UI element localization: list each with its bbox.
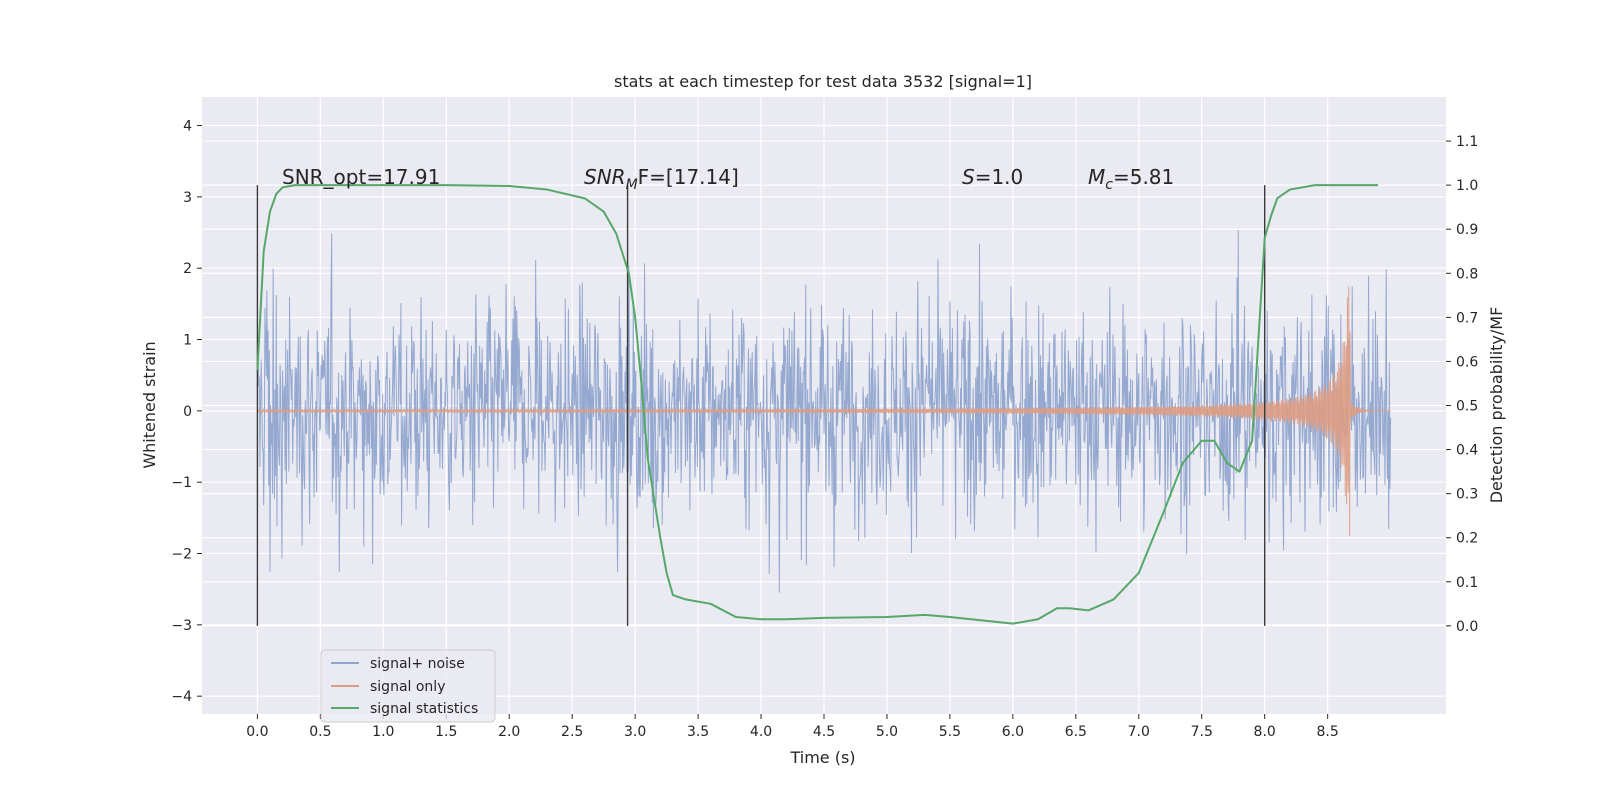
- annotation-snr-mf-subscript: M: [626, 177, 638, 193]
- y-left-tick-label-1: 3: [183, 190, 192, 206]
- annotation-s-symbol: S: [962, 165, 975, 189]
- x-tick-label-12: 6.0: [1002, 724, 1024, 740]
- y-left-tick-label-3: 1: [183, 333, 192, 349]
- series-signal-noise: [256, 230, 1392, 593]
- y-left-tick-label-0: 4: [183, 119, 192, 135]
- y-left-tick-label-2: 2: [183, 261, 192, 277]
- x-tick-label-11: 5.5: [939, 724, 961, 740]
- series-signal-only: [256, 286, 1391, 537]
- x-axis-ticks: 0.0 0.5 1.0 1.5 2.0 2.5 3.0 3.5 4.0 4.5 5.0 5.5 6.0 6…: [246, 714, 1339, 740]
- annotation-snr-mf: SNRMF=[17.14]: [584, 165, 739, 193]
- legend-label-signal-only: signal only: [370, 679, 445, 695]
- legend-label-signal-noise: signal+ noise: [370, 656, 465, 672]
- y-right-tick-label-6: 0.5: [1456, 399, 1478, 415]
- legend-label-signal-statistics: signal statistics: [370, 701, 478, 717]
- y-right-tick-label-0: 1.1: [1456, 134, 1478, 150]
- y-right-axis-ticks: 1.1 1.0 0.9 0.8 0.7 0.6 0.5 0.4 0.3 0.2 0.1 0.0: [1446, 134, 1478, 635]
- y-left-axis-ticks: 4 3 2 1 0 −1 −2 −3 −4: [171, 119, 202, 705]
- y-right-tick-label-9: 0.2: [1456, 531, 1478, 547]
- x-tick-label-9: 4.5: [813, 724, 835, 740]
- x-tick-label-2: 1.0: [372, 724, 394, 740]
- annotation-snr-opt: SNR_opt=17.91: [282, 165, 440, 189]
- annotation-mc: Mc=5.81: [1088, 165, 1174, 193]
- y-left-tick-label-4: 0: [183, 404, 192, 420]
- x-tick-label-3: 1.5: [435, 724, 457, 740]
- annotation-mc-symbol: M: [1088, 165, 1105, 189]
- x-tick-label-17: 8.5: [1317, 724, 1339, 740]
- vertical-markers: [256, 185, 1266, 626]
- x-tick-label-16: 8.0: [1254, 724, 1276, 740]
- series-signal-statistics: [256, 184, 1379, 625]
- y-right-axis-label: Detection probability/MF: [1487, 307, 1506, 504]
- legend-frame: [320, 649, 496, 723]
- signal-statistics-line: [256, 184, 1379, 625]
- y-right-tick-label-10: 0.1: [1456, 575, 1478, 591]
- signal-only-line: [256, 286, 1391, 537]
- annotation-mc-subscript: c: [1105, 177, 1113, 193]
- x-axis-label: Time (s): [789, 748, 855, 767]
- x-tick-label-6: 3.0: [624, 724, 646, 740]
- x-tick-label-8: 4.0: [750, 724, 772, 740]
- annotation-mc-value: =5.81: [1113, 165, 1174, 189]
- annotation-snr-mf-value: F=[17.14]: [638, 165, 739, 189]
- x-tick-label-10: 5.0: [876, 724, 898, 740]
- y-left-axis-label: Whitened strain: [140, 341, 159, 468]
- annotation-s: S=1.0: [962, 165, 1023, 189]
- x-tick-label-15: 7.5: [1191, 724, 1213, 740]
- y-left-tick-label-6: −2: [171, 547, 192, 563]
- legend: signal+ noise signal only signal statist…: [320, 649, 496, 723]
- y-left-tick-label-8: −4: [171, 689, 192, 705]
- x-tick-label-13: 6.5: [1065, 724, 1087, 740]
- annotation-snr-mf-symbol: SNR: [584, 165, 626, 189]
- y-right-tick-label-2: 0.9: [1456, 222, 1478, 238]
- annotation-s-value: =1.0: [975, 165, 1024, 189]
- y-right-tick-label-7: 0.4: [1456, 443, 1478, 459]
- x-tick-label-5: 2.5: [561, 724, 583, 740]
- y-right-tick-label-11: 0.0: [1456, 619, 1478, 635]
- signal-noise-line: [256, 230, 1392, 593]
- y-right-tick-label-3: 0.8: [1456, 266, 1478, 282]
- y-right-tick-label-8: 0.3: [1456, 487, 1478, 503]
- x-tick-label-0: 0.0: [246, 724, 268, 740]
- y-left-tick-label-7: −3: [171, 618, 192, 634]
- x-tick-label-7: 3.5: [687, 724, 709, 740]
- y-right-tick-label-4: 0.7: [1456, 310, 1478, 326]
- y-left-tick-label-5: −1: [171, 475, 192, 491]
- chart-title: stats at each timestep for test data 353…: [614, 72, 1032, 91]
- x-tick-label-1: 0.5: [309, 724, 331, 740]
- x-tick-label-14: 7.0: [1128, 724, 1150, 740]
- y-right-tick-label-5: 0.6: [1456, 354, 1478, 370]
- x-tick-label-4: 2.0: [498, 724, 520, 740]
- y-right-tick-label-1: 1.0: [1456, 178, 1478, 194]
